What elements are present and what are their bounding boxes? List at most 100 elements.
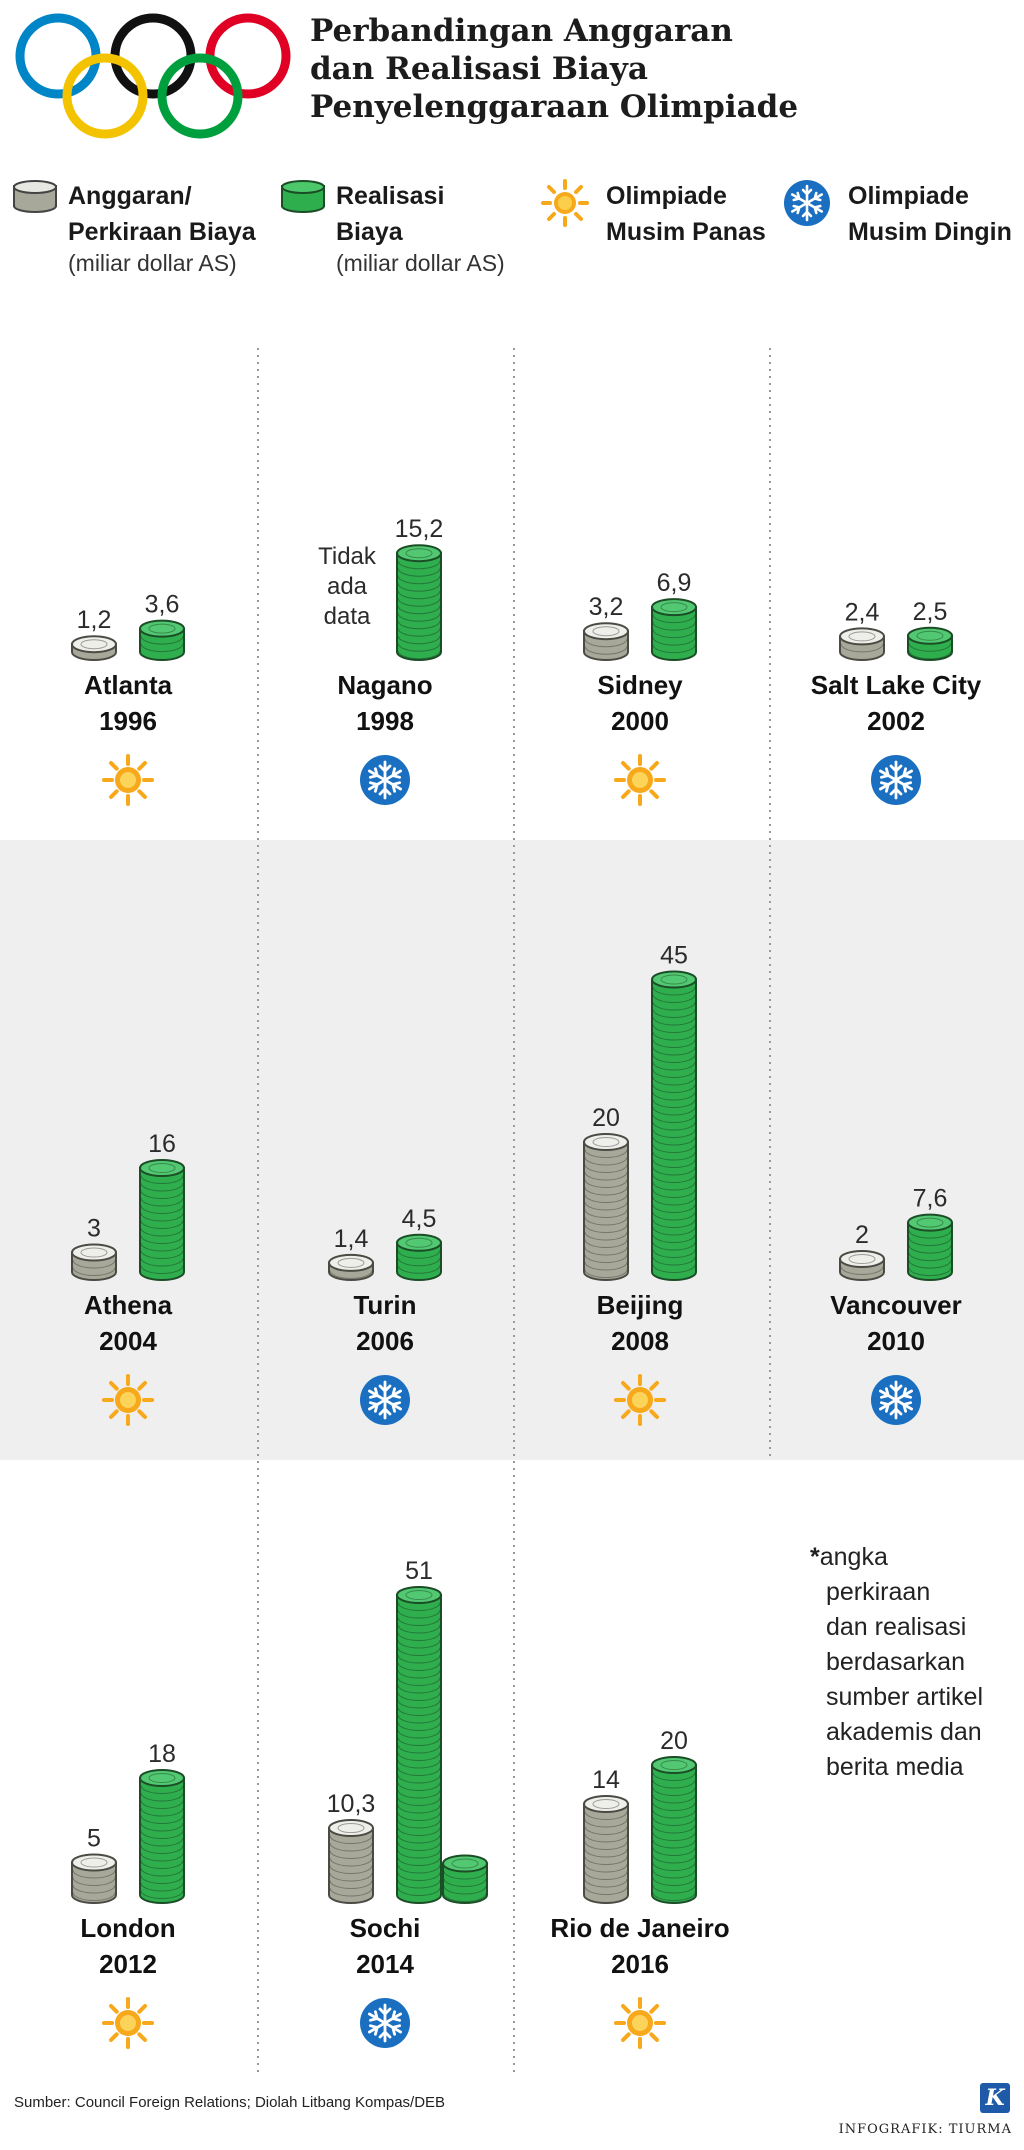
city-label: Athena (84, 1290, 173, 1320)
ring-yellow (62, 53, 148, 139)
snowflake-stroke (879, 1389, 913, 1411)
budget-value-label: 1,2 (77, 606, 112, 634)
event-group-london: 5 18 London 2012 (71, 1740, 185, 2049)
coin-edge-line (652, 644, 696, 654)
sun-icon (614, 1997, 666, 2049)
coin-edge-line (397, 598, 441, 607)
coin-stack-top (583, 622, 629, 641)
coin-edge-line (397, 1797, 441, 1806)
coin-edge-line (584, 1261, 628, 1271)
year-label: 2016 (611, 1949, 669, 1979)
sun-ray (109, 789, 119, 799)
coin-edge-line (908, 1230, 952, 1239)
event-group-rio-de-janeiro: 14 20 Rio de Janeiro 2016 (550, 1727, 730, 2049)
coin-edge-line (329, 1880, 373, 1890)
coin-edge-line (652, 1009, 696, 1018)
coin-edge-line (397, 1782, 441, 1791)
sun-ray (621, 1381, 631, 1391)
coin-edge-line (397, 1699, 441, 1709)
sun-icon (102, 1374, 154, 1426)
coin-edge-line (840, 1266, 884, 1275)
coin-edge-line (652, 1046, 696, 1056)
sun-ray (649, 789, 659, 799)
coin-edge-line (652, 1189, 696, 1198)
legend: Anggaran/ Perkiraan Biaya (miliar dollar… (0, 178, 1024, 298)
snowflake-icon (360, 755, 410, 805)
year-label: 2000 (611, 706, 669, 736)
coin-edge-line (72, 1884, 116, 1894)
sun-core (120, 772, 136, 788)
snowflake-arm (368, 1387, 402, 1413)
coin-edge-line (652, 1862, 696, 1871)
page-title: Perbandingan Anggaran dan Realisasi Biay… (310, 12, 830, 126)
coin-edge-line (72, 1267, 116, 1276)
coin-edge-line (652, 986, 696, 996)
row-band-background (0, 840, 1024, 1460)
coin-stack-top (139, 619, 185, 638)
coin-edge-line (652, 1001, 696, 1011)
coin-edge-line (397, 635, 441, 645)
coin-stack-top (328, 1253, 374, 1272)
coin-edge-line (652, 1159, 696, 1168)
coin-top-rim (148, 1163, 176, 1173)
title-line: Perbandingan Anggaran (310, 13, 733, 49)
sun-ray (649, 1381, 659, 1391)
sun-core (632, 1392, 648, 1408)
budget-value-label: 20 (592, 1104, 620, 1132)
city-label: Sochi (350, 1913, 421, 1943)
event-group-athena: 3 16 Athena 2004 (71, 1130, 185, 1426)
sun-ray (109, 2004, 119, 2014)
actual-value-label: 20 (660, 1727, 688, 1755)
event-group-salt-lake-city: 2,4 2,5 Salt Lake City 2002 (811, 598, 982, 805)
snowflake-branch (378, 764, 392, 796)
coin-stack-top (71, 1243, 117, 1262)
sun-ray (137, 2004, 147, 2014)
actual-value-label: 7,6 (913, 1185, 948, 1213)
coin-edge-line (652, 1787, 696, 1796)
event-group-sidney: 3,2 6,9 Sidney 2000 (583, 569, 697, 806)
coin-edge-line (840, 643, 884, 653)
actual-value-label: 3,6 (145, 591, 180, 619)
coin-stack-top (396, 1233, 442, 1252)
coin-edge-line (397, 1662, 441, 1671)
coin-edge-line (140, 1205, 184, 1214)
coin-edge-line (652, 1802, 696, 1811)
coin-edge-line (652, 1817, 696, 1826)
coin-top-rim (660, 974, 688, 985)
snowflake-arm (368, 767, 402, 793)
kompas-logo: K (980, 2083, 1010, 2113)
infographic-credit: INFOGRAFIK: TIURMA (838, 2122, 1012, 2137)
ring-red (205, 13, 291, 99)
budget-value-label: 10,3 (327, 1790, 376, 1818)
coin-edge-line (397, 1722, 441, 1731)
legend-winter-line2: Musim Dingin (848, 218, 1012, 246)
snowflake-branch (378, 2007, 392, 2039)
coin-edge-line (652, 994, 696, 1003)
year-label: 2010 (867, 1326, 925, 1356)
snowflake-branch (889, 1384, 903, 1416)
coin-edge-line (584, 1216, 628, 1226)
coin-edge-line (397, 1617, 441, 1626)
coin-edge-line (652, 1847, 696, 1856)
coin-edge-line (652, 1794, 696, 1804)
coin-edge-line (584, 1818, 628, 1828)
coin-edge-line (397, 1602, 441, 1611)
coin-edge-line (397, 1767, 441, 1776)
coin-edge-line (397, 1857, 441, 1866)
sun-ray (137, 1381, 147, 1391)
snowflake-arm (368, 2010, 402, 2036)
snowflake-stroke (368, 1389, 402, 1411)
coin-edge-line (908, 650, 952, 660)
coin-edge-line (397, 1714, 441, 1724)
coin-edge-line (584, 638, 628, 648)
coin-edge-line (397, 583, 441, 592)
coin-edge-line (397, 1759, 441, 1769)
coin-edge-line (908, 1245, 952, 1254)
year-label: 2002 (867, 706, 925, 736)
coin-edge-line (397, 1872, 441, 1881)
coin-edge-line (140, 1807, 184, 1817)
coin-edge-line (140, 1867, 184, 1877)
sun-ray (109, 1409, 119, 1419)
city-label: London (80, 1913, 175, 1943)
footnote-star: * (810, 1543, 820, 1571)
